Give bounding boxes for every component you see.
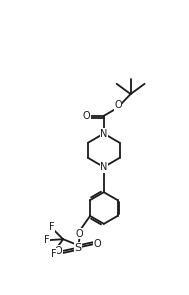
Text: O: O xyxy=(114,100,122,110)
Text: N: N xyxy=(100,129,108,139)
Text: O: O xyxy=(75,229,83,239)
Text: F: F xyxy=(43,235,49,245)
Text: O: O xyxy=(94,239,101,249)
Text: O: O xyxy=(55,246,62,256)
Text: N: N xyxy=(100,162,108,172)
Text: F: F xyxy=(51,249,57,259)
Text: O: O xyxy=(83,111,90,121)
Text: S: S xyxy=(74,242,82,253)
Text: F: F xyxy=(49,222,55,232)
